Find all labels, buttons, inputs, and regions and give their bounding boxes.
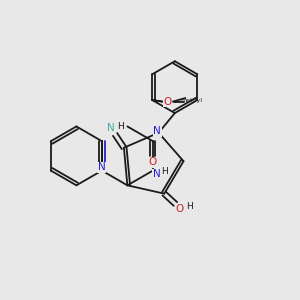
Text: methyl: methyl <box>180 98 202 103</box>
Text: N: N <box>152 169 160 179</box>
Text: O: O <box>149 158 157 167</box>
Text: O: O <box>164 97 172 106</box>
Text: O: O <box>164 97 172 106</box>
Text: H: H <box>161 167 167 176</box>
Text: H: H <box>186 202 193 211</box>
Text: H: H <box>117 122 124 131</box>
Text: N: N <box>107 123 115 133</box>
Text: O: O <box>176 204 184 214</box>
Text: N: N <box>153 126 161 136</box>
Text: N: N <box>98 162 106 172</box>
